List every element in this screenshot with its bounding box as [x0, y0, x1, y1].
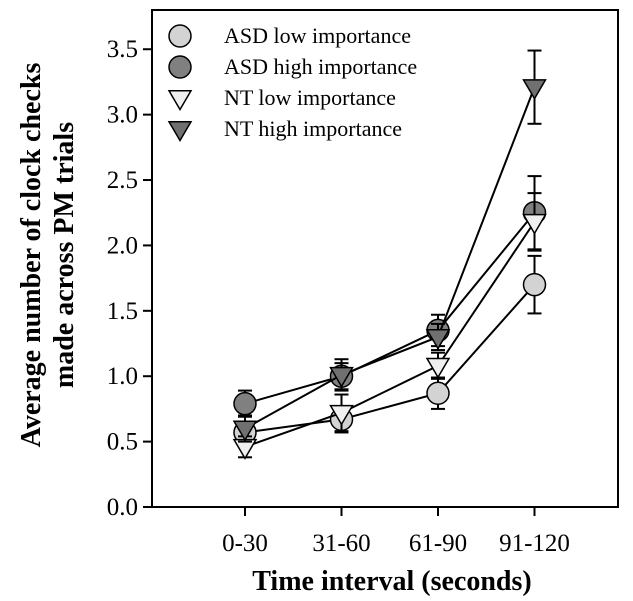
- legend-label: ASD high importance: [224, 54, 417, 79]
- legend: ASD low importance ASD high importance NT …: [167, 23, 417, 142]
- legend-marker: [168, 55, 192, 79]
- legend-label: NT high importance: [224, 116, 402, 141]
- legend-marker: [167, 89, 193, 111]
- x-axis-title: Time interval (seconds): [252, 566, 531, 597]
- series: [233, 175, 547, 418]
- data-point: [233, 391, 257, 416]
- data-point: [522, 213, 547, 235]
- y-tick-label: 2.5: [107, 167, 138, 194]
- data-point: [426, 381, 450, 405]
- x-tick-label: 31-60: [312, 530, 370, 557]
- series-line: [244, 283, 536, 434]
- series: [232, 192, 547, 460]
- series: [232, 49, 547, 443]
- data-point: [425, 328, 451, 350]
- data-point: [329, 404, 354, 426]
- data-point: [522, 272, 547, 297]
- plot-axes: 0.0 0.5 1.0 1.5 2.0 2.5 3.0 3.5 0-30 31-60 61-90 91…: [107, 9, 619, 557]
- y-axis-title: Average number of clock checks made acro…: [16, 63, 80, 448]
- data-point: [232, 420, 258, 442]
- x-tick-label: 61-90: [409, 530, 467, 557]
- y-tick-label: 3.0: [107, 102, 138, 129]
- y-tick-label: 1.5: [107, 298, 138, 325]
- legend-marker: [167, 120, 193, 142]
- series-line: [244, 212, 536, 405]
- legend-marker: [168, 24, 192, 48]
- data-point: [329, 366, 354, 388]
- data-point: [425, 357, 451, 379]
- y-axis-title-line-1: Average number of clock checks: [16, 63, 47, 448]
- y-tick-label: 3.5: [107, 36, 138, 63]
- x-tick-label: 91-120: [499, 530, 570, 557]
- series-line: [244, 86, 536, 430]
- y-tick-label: 2.0: [107, 232, 138, 259]
- legend-label: NT low importance: [224, 85, 396, 110]
- series: [233, 254, 547, 445]
- y-axis-title-line-2: made across PM trials: [49, 122, 80, 388]
- data-point: [522, 79, 547, 101]
- y-tick-label: 0.0: [107, 494, 138, 521]
- legend-label: ASD low importance: [224, 23, 411, 48]
- y-tick-label: 1.0: [107, 363, 138, 390]
- plot-marks: [232, 49, 547, 460]
- series-line: [244, 221, 536, 448]
- y-tick-label: 0.5: [107, 429, 138, 456]
- x-tick-label: 0-30: [222, 530, 268, 557]
- plot-frame: [151, 9, 619, 508]
